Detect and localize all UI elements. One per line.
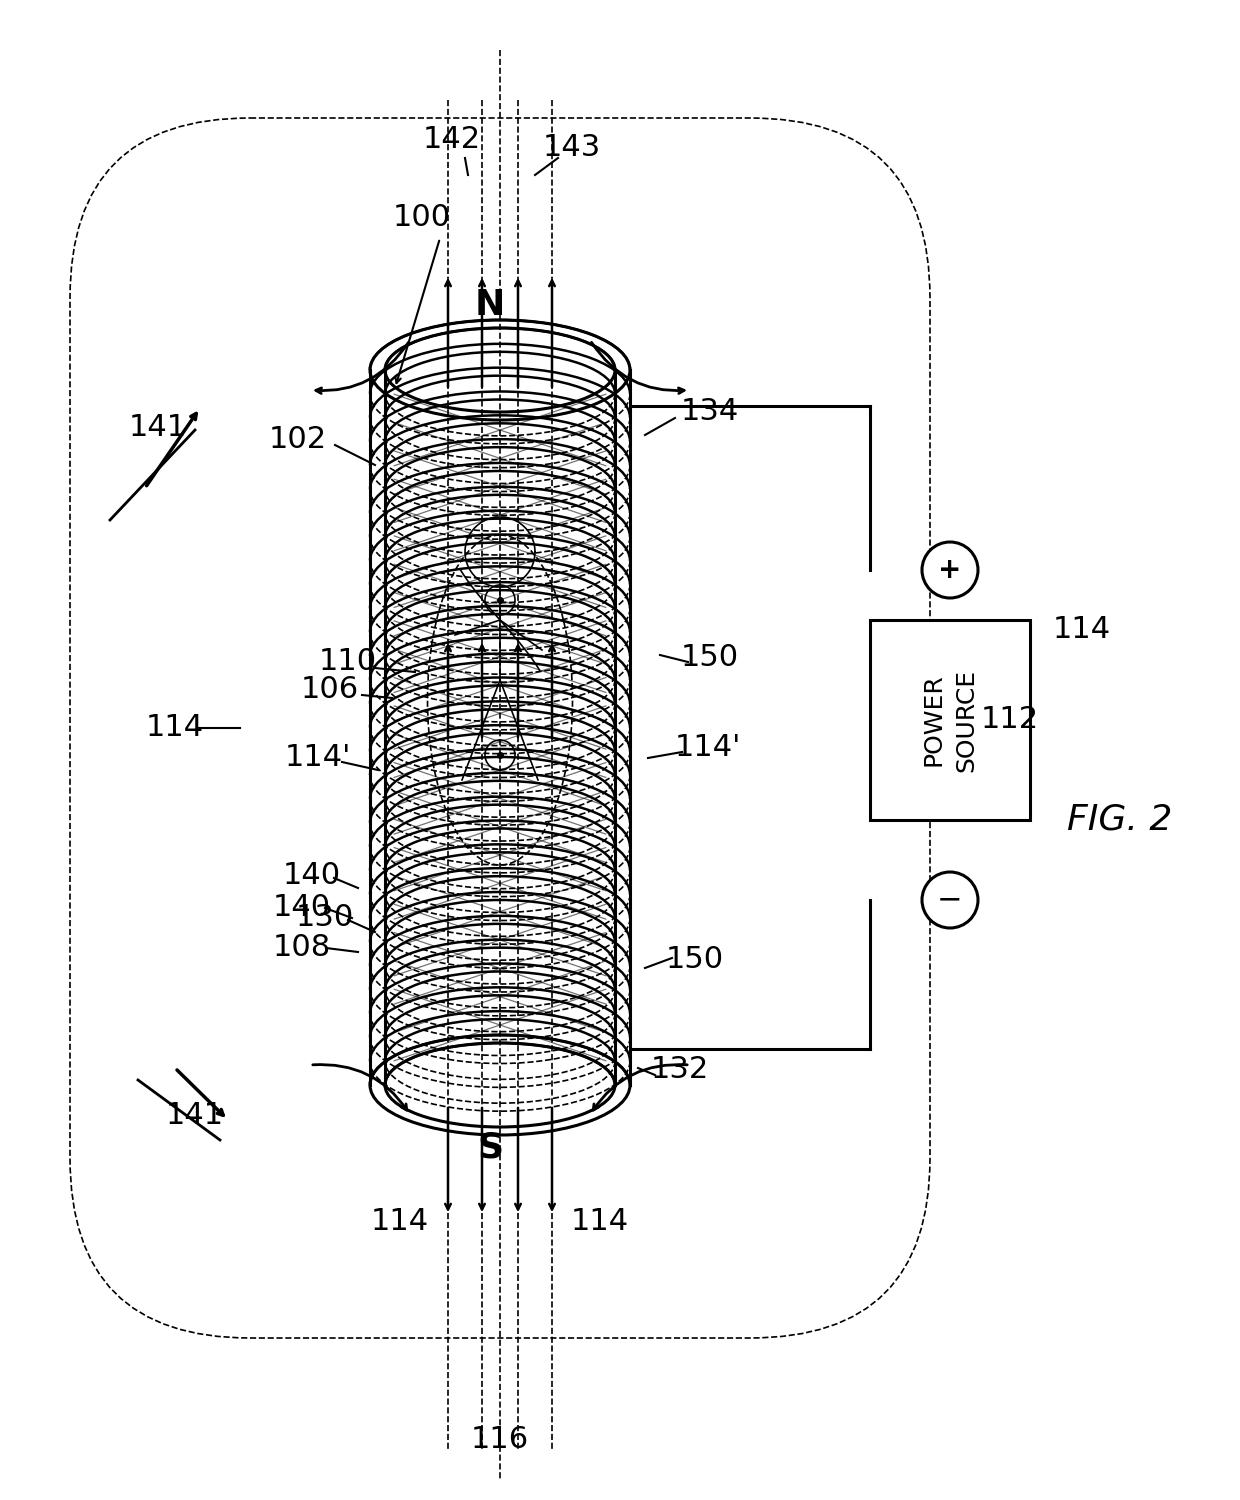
Text: 116: 116 xyxy=(471,1425,529,1455)
Bar xyxy=(870,620,1030,821)
Text: 130: 130 xyxy=(296,903,355,933)
Text: −: − xyxy=(937,885,962,915)
Text: 106: 106 xyxy=(301,675,360,705)
Text: 114: 114 xyxy=(570,1208,629,1236)
Text: 143: 143 xyxy=(543,134,601,162)
Text: 142: 142 xyxy=(423,126,481,154)
Text: 150: 150 xyxy=(681,644,739,672)
Text: 140: 140 xyxy=(273,894,331,922)
Text: 114: 114 xyxy=(1053,615,1111,645)
Text: +: + xyxy=(939,556,962,584)
Text: S: S xyxy=(477,1131,503,1166)
Text: 141: 141 xyxy=(129,414,187,442)
Text: 140: 140 xyxy=(283,861,341,889)
Text: 132: 132 xyxy=(651,1056,709,1084)
Text: 114': 114' xyxy=(675,734,742,762)
Text: N: N xyxy=(475,288,505,322)
Text: 114: 114 xyxy=(146,714,205,742)
Text: 102: 102 xyxy=(269,426,327,454)
Text: 110: 110 xyxy=(319,648,377,676)
Text: 114': 114' xyxy=(285,744,351,772)
Text: 134: 134 xyxy=(681,398,739,426)
Text: 112: 112 xyxy=(981,705,1039,735)
Text: 100: 100 xyxy=(393,204,451,232)
Circle shape xyxy=(923,871,978,928)
Circle shape xyxy=(923,542,978,598)
Text: 114: 114 xyxy=(371,1208,429,1236)
Text: 108: 108 xyxy=(273,933,331,963)
Text: POWER
SOURCE: POWER SOURCE xyxy=(921,669,978,771)
Text: 141: 141 xyxy=(166,1101,224,1130)
Text: 150: 150 xyxy=(666,945,724,975)
Text: FIG. 2: FIG. 2 xyxy=(1068,802,1173,837)
